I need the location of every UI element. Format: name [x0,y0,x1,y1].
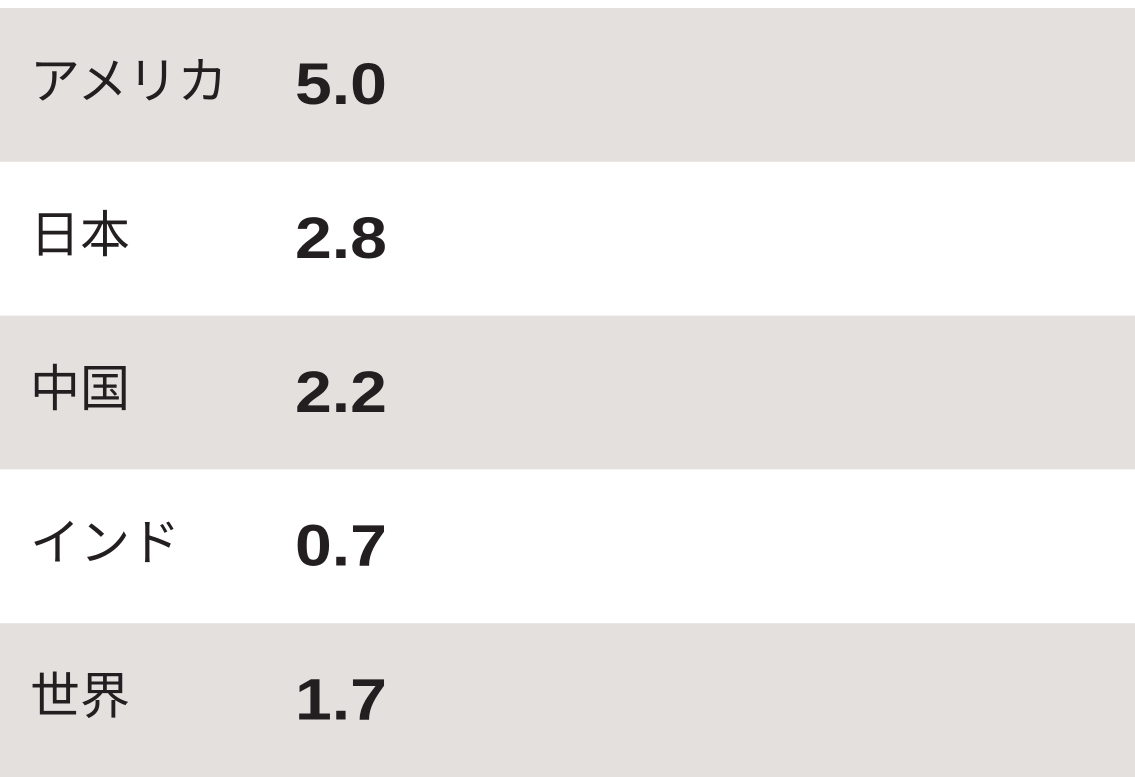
value-label: 2.8 [295,206,387,271]
value-label: 2.2 [295,360,387,425]
globe-icon [445,188,545,289]
row-background [0,623,1135,777]
globe-icon [568,188,668,289]
globe-row [445,188,771,289]
category-label: インド [30,514,180,572]
globe-row [445,496,515,597]
globe-icon [445,496,515,597]
row-background [0,8,1135,162]
value-label: 1.7 [295,667,387,732]
value-label: 5.0 [295,52,387,117]
globe-icon [691,188,771,289]
row-background [0,315,1135,470]
category-label: 中国 [30,360,130,418]
category-label: アメリカ [30,52,228,110]
category-label: 日本 [30,206,130,264]
value-label: 0.7 [295,514,387,579]
category-label: 世界 [30,668,130,726]
